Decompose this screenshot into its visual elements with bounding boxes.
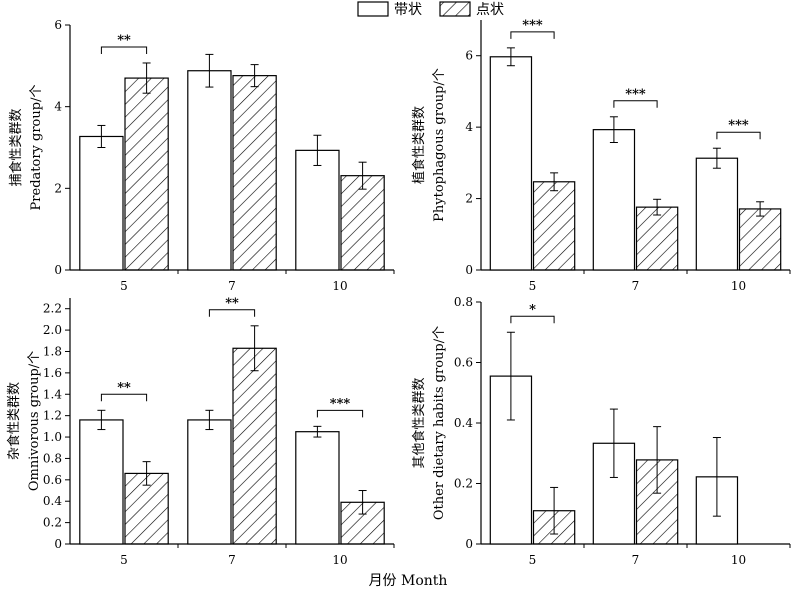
- y-tick-label: 2: [465, 192, 473, 206]
- y-tick-label: 1.0: [43, 430, 62, 444]
- bar-plain: [187, 70, 232, 271]
- y-tick-label: 0.8: [454, 295, 473, 309]
- legend-label-hatch: 点状: [476, 2, 504, 18]
- x-tick-label: 5: [529, 279, 537, 293]
- bar-hatch: [738, 208, 782, 271]
- y-tick-label: 2.2: [43, 302, 62, 316]
- y-tick-label: 1.2: [43, 409, 62, 423]
- significance-bracket: [716, 131, 761, 140]
- x-tick-label: 5: [120, 279, 128, 293]
- bar-plain: [295, 149, 340, 271]
- y-tick-label: 4: [465, 120, 473, 134]
- bar-plain: [592, 129, 636, 271]
- y-tick-label: 1.6: [43, 366, 62, 380]
- significance-bracket: [613, 100, 658, 108]
- bar-plain: [695, 157, 739, 271]
- bar-hatch: [232, 75, 277, 271]
- y-tick-label: 0: [54, 263, 62, 277]
- significance-label: ***: [728, 118, 749, 133]
- y-axis-label-en: Other dietary habits group/个: [432, 326, 447, 520]
- bar-plain: [79, 419, 124, 545]
- legend-label-plain: 带状: [394, 2, 422, 18]
- y-tick-label: 0.6: [43, 473, 62, 487]
- legend: 带状 点状: [357, 1, 504, 18]
- y-axis-label-cn: 其他食性类群数: [411, 377, 427, 468]
- significance-label: ***: [522, 18, 543, 33]
- significance-label: **: [225, 296, 239, 311]
- chart-top-left: 0 2 4 6 5 7 10 ** 捕食性类群数 Predatory group/个: [8, 18, 395, 293]
- y-tick-label: 0: [54, 537, 62, 551]
- y-axis-label-en: Predatory group/个: [29, 85, 44, 211]
- y-tick-label: 2: [54, 181, 62, 195]
- y-tick-label: 2.0: [43, 323, 62, 337]
- significance-label: **: [117, 380, 131, 395]
- significance-bracket: [510, 315, 555, 324]
- significance-bracket: [100, 46, 148, 54]
- chart-bottom-left: 0 0.2 0.4 0.6 0.8 1.0 1.2 1.4 1.6 1.8 2.0 2.2 5 7 10 **…: [6, 296, 395, 567]
- y-tick-label: 0.6: [454, 356, 473, 370]
- significance-bracket: [316, 409, 364, 418]
- x-tick-label: 5: [529, 553, 537, 567]
- significance-label: ***: [330, 396, 351, 411]
- x-axis-label: 月份 Month: [369, 573, 448, 589]
- y-axis-label-cn: 杂食性类群数: [6, 382, 22, 460]
- y-tick-label: 6: [54, 18, 62, 32]
- y-tick-label: 0: [465, 263, 473, 277]
- x-tick-label: 10: [332, 553, 347, 567]
- y-tick-label: 0: [465, 537, 473, 551]
- x-tick-label: 10: [731, 553, 746, 567]
- x-tick-label: 7: [632, 279, 640, 293]
- significance-bracket: [208, 309, 256, 317]
- y-axis-label-en: Phytophagous group/个: [432, 68, 447, 222]
- legend-swatch-plain: [357, 1, 389, 17]
- bar-plain: [79, 135, 124, 271]
- x-tick-label: 10: [731, 279, 746, 293]
- bar-hatch: [532, 181, 576, 271]
- y-tick-label: 0.2: [43, 516, 62, 530]
- bar-plain: [489, 56, 533, 271]
- significance-label: *: [529, 302, 536, 317]
- bar-plain: [295, 431, 340, 545]
- y-tick-label: 0.8: [43, 451, 62, 465]
- y-axis-label-en: Omnivorous group/个: [27, 351, 42, 491]
- y-tick-label: 6: [465, 49, 473, 63]
- y-tick-label: 1.4: [43, 387, 62, 401]
- significance-label: ***: [625, 87, 646, 102]
- y-tick-label: 0.4: [43, 494, 62, 508]
- chart-bottom-right: 0 0.2 0.4 0.6 0.8 5 7 10 * 其他食性类群数 Other dietary h…: [411, 295, 791, 567]
- significance-label: **: [117, 33, 131, 48]
- x-tick-label: 7: [228, 279, 236, 293]
- y-tick-label: 4: [54, 100, 62, 114]
- bar-hatch: [124, 77, 169, 271]
- y-axis-label-cn: 植食性类群数: [411, 106, 427, 184]
- y-tick-label: 0.4: [454, 416, 473, 430]
- bar-plain: [187, 419, 232, 545]
- x-tick-label: 7: [632, 553, 640, 567]
- x-tick-label: 10: [332, 279, 347, 293]
- x-tick-label: 7: [228, 553, 236, 567]
- bar-hatch: [232, 347, 277, 545]
- x-tick-label: 5: [120, 553, 128, 567]
- significance-bracket: [510, 31, 555, 39]
- y-tick-label: 1.8: [43, 344, 62, 358]
- significance-bracket: [100, 393, 148, 402]
- y-tick-label: 0.2: [454, 477, 473, 491]
- bar-hatch: [340, 175, 385, 271]
- chart-top-right: 0 2 4 6 5 7 10 *** *** *** 植食性类群数 Phytophagous grou…: [411, 18, 791, 293]
- bar-hatch: [635, 206, 679, 271]
- y-axis-label-cn: 捕食性类群数: [8, 108, 24, 186]
- legend-swatch-hatch: [439, 1, 471, 17]
